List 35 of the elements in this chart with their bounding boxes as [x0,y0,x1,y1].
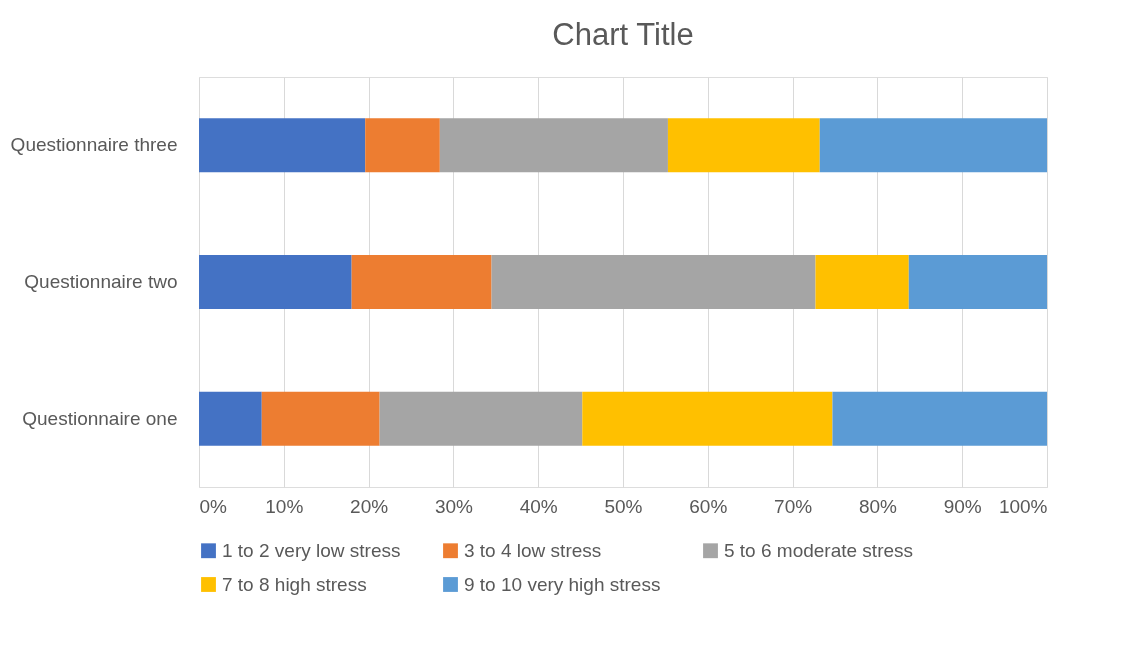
y-tick-label: Questionnaire two [24,271,178,292]
y-tick-label: Questionnaire one [22,407,178,429]
x-tick-label: 40% [519,495,558,517]
x-tick-label: 100% [998,495,1048,517]
bar [379,391,583,446]
x-tick-label: 20% [350,495,389,517]
bar [491,255,816,309]
bar [351,255,492,309]
bar [582,391,833,446]
x-tick-label: 90% [943,495,982,517]
bar [667,118,820,173]
bar [199,255,352,309]
x-tick-label: 30% [434,495,474,517]
bar [199,391,262,446]
x-tick-label: 60% [689,495,728,517]
bar [439,118,668,173]
chart-title: Chart Title [552,17,694,52]
y-tick-label: Questionnaire three [10,134,178,156]
legend-label: 5 to 6 moderate stress [724,539,914,561]
legend-label: 9 to 10 very high stress [464,573,661,595]
x-tick-label: 0% [199,495,228,517]
bar [819,118,1047,173]
bar [261,391,380,446]
bar [832,391,1047,446]
x-tick-label: 70% [774,495,813,517]
x-tick-label: 50% [604,495,643,517]
bar [815,255,909,309]
legend-label: 7 to 8 high stress [222,573,367,595]
bar [199,118,366,173]
legend-label: 3 to 4 low stress [464,539,602,561]
bar [908,255,1047,309]
x-tick-label: 10% [265,495,304,517]
bar [365,118,440,173]
legend-label: 1 to 2 very low stress [222,539,401,561]
x-tick-label: 80% [858,495,898,517]
